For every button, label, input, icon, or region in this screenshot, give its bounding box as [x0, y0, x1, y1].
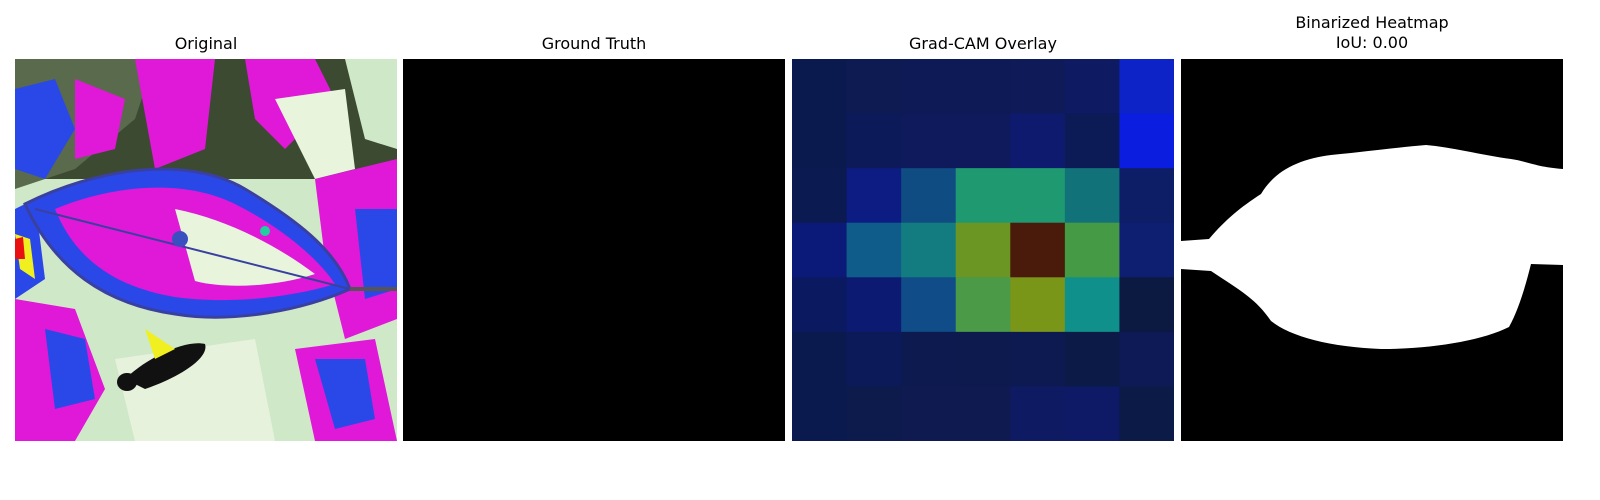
heatmap-cell	[901, 59, 957, 115]
heatmap-cell	[846, 331, 902, 387]
heatmap-cell	[1119, 331, 1174, 387]
heatmap-cell	[1064, 168, 1120, 224]
heatmap-cell	[792, 168, 848, 224]
heatmap-cell	[792, 113, 848, 169]
heatmap-cell	[1064, 331, 1120, 387]
heatmap-cell	[1010, 59, 1066, 115]
heatmap-cell	[792, 222, 848, 278]
heatmap-cell	[901, 331, 957, 387]
heatmap-cell	[955, 113, 1011, 169]
heatmap-cell	[901, 386, 957, 441]
heatmap-cell	[846, 113, 902, 169]
binarized-heatmap-title-line: Binarized Heatmap	[1295, 13, 1449, 32]
heatmap-cell	[1064, 277, 1120, 333]
heatmap-cell	[955, 168, 1011, 224]
heatmap-cell	[901, 113, 957, 169]
gradcam-overlay-title: Grad-CAM Overlay	[909, 34, 1057, 53]
heatmap-cell	[955, 59, 1011, 115]
heatmap-cell	[955, 222, 1011, 278]
heatmap-cell	[1119, 113, 1174, 169]
heatmap-cell	[846, 222, 902, 278]
heatmap-cell	[1064, 113, 1120, 169]
heatmap-cell	[955, 277, 1011, 333]
binarized-heatmap	[1181, 59, 1563, 441]
heatmap-cell	[1010, 331, 1066, 387]
heatmap-cell	[792, 59, 848, 115]
heatmap-cell	[1010, 222, 1066, 278]
heatmap-cell	[1119, 386, 1174, 441]
heatmap-cell	[846, 59, 902, 115]
heatmap-cell	[1119, 59, 1174, 115]
original-title: Original	[174, 34, 238, 53]
heatmap-cell	[1010, 168, 1066, 224]
heatmap-cell	[1010, 386, 1066, 441]
gradcam-overlay	[792, 59, 1174, 441]
heatmap-cell	[846, 168, 902, 224]
binarized-heatmap-title: Binarized Heatmap IoU: 0.00	[1181, 13, 1563, 53]
heatmap-cell	[792, 386, 848, 441]
iou-score-label: IoU: 0.00	[1335, 33, 1409, 52]
heatmap-cell	[901, 168, 957, 224]
heatmap-cell	[1010, 277, 1066, 333]
original-image	[15, 59, 397, 441]
heatmap-cell	[1010, 113, 1066, 169]
ground-truth-mask	[403, 59, 785, 441]
heatmap-cell	[1064, 386, 1120, 441]
heatmap-cell	[792, 277, 848, 333]
heatmap-cell	[1119, 222, 1174, 278]
heatmap-cell	[1119, 168, 1174, 224]
heatmap-cell	[901, 277, 957, 333]
heatmap-cell	[846, 277, 902, 333]
heatmap-cell	[1119, 277, 1174, 333]
heatmap-cell	[901, 222, 957, 278]
heatmap-cell	[955, 331, 1011, 387]
heatmap-cell	[955, 386, 1011, 441]
heatmap-cell	[846, 386, 902, 441]
heatmap-cell	[792, 331, 848, 387]
heatmap-cell	[1064, 59, 1120, 115]
heatmap-cell	[1064, 222, 1120, 278]
ground-truth-title: Ground Truth	[541, 34, 647, 53]
